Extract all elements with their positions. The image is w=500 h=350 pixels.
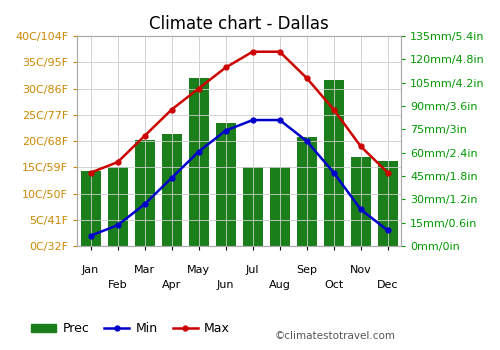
Line: Max: Max — [88, 49, 390, 175]
Min — [304, 139, 310, 143]
Min — [222, 128, 228, 133]
Legend: Prec, Min, Max: Prec, Min, Max — [26, 317, 235, 340]
Min — [330, 170, 336, 175]
Bar — [108, 167, 128, 246]
Bar — [188, 78, 209, 246]
Max — [276, 50, 282, 54]
Min — [142, 202, 148, 206]
Max — [114, 160, 120, 164]
Text: ©climatestotravel.com: ©climatestotravel.com — [275, 331, 396, 341]
Min — [114, 223, 120, 227]
Min — [358, 207, 364, 211]
Text: Sep: Sep — [296, 265, 317, 275]
Max — [330, 107, 336, 112]
Max — [304, 76, 310, 80]
Min — [250, 118, 256, 122]
Bar — [80, 172, 101, 246]
Bar — [162, 134, 182, 246]
Min — [384, 228, 390, 232]
Line: Min: Min — [88, 118, 390, 238]
Min — [276, 118, 282, 122]
Max — [358, 144, 364, 148]
Text: Mar: Mar — [134, 265, 155, 275]
Text: Jul: Jul — [246, 265, 260, 275]
Bar — [296, 137, 317, 246]
Max — [384, 170, 390, 175]
Bar — [324, 79, 344, 246]
Min — [168, 176, 174, 180]
Bar — [350, 158, 371, 246]
Text: Aug: Aug — [269, 280, 290, 290]
Max — [142, 134, 148, 138]
Bar — [270, 167, 290, 246]
Text: Jan: Jan — [82, 265, 100, 275]
Bar — [216, 123, 236, 246]
Text: Feb: Feb — [108, 280, 128, 290]
Bar — [242, 167, 263, 246]
Min — [88, 233, 94, 238]
Title: Climate chart - Dallas: Climate chart - Dallas — [150, 15, 329, 33]
Text: Nov: Nov — [350, 265, 372, 275]
Max — [250, 50, 256, 54]
Text: Jun: Jun — [217, 280, 234, 290]
Bar — [134, 140, 155, 246]
Text: May: May — [187, 265, 210, 275]
Min — [196, 149, 202, 154]
Max — [88, 170, 94, 175]
Bar — [378, 161, 398, 246]
Max — [168, 107, 174, 112]
Text: Apr: Apr — [162, 280, 182, 290]
Max — [196, 86, 202, 91]
Max — [222, 65, 228, 70]
Text: Oct: Oct — [324, 280, 344, 290]
Text: Dec: Dec — [377, 280, 398, 290]
